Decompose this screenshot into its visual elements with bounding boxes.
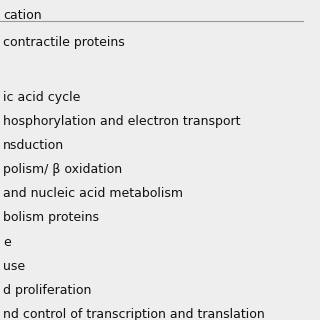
Text: hosphorylation and electron transport: hosphorylation and electron transport	[3, 115, 241, 128]
Text: use: use	[3, 260, 25, 273]
Text: polism/ β oxidation: polism/ β oxidation	[3, 163, 122, 176]
Text: bolism proteins: bolism proteins	[3, 212, 99, 224]
Text: d proliferation: d proliferation	[3, 284, 92, 297]
Text: contractile proteins: contractile proteins	[3, 36, 125, 49]
Text: nsduction: nsduction	[3, 139, 64, 152]
Text: cation: cation	[3, 9, 42, 22]
Text: ic acid cycle: ic acid cycle	[3, 91, 80, 104]
Text: e: e	[3, 236, 11, 249]
Text: and nucleic acid metabolism: and nucleic acid metabolism	[3, 187, 183, 200]
Text: nd control of transcription and translation: nd control of transcription and translat…	[3, 308, 265, 320]
